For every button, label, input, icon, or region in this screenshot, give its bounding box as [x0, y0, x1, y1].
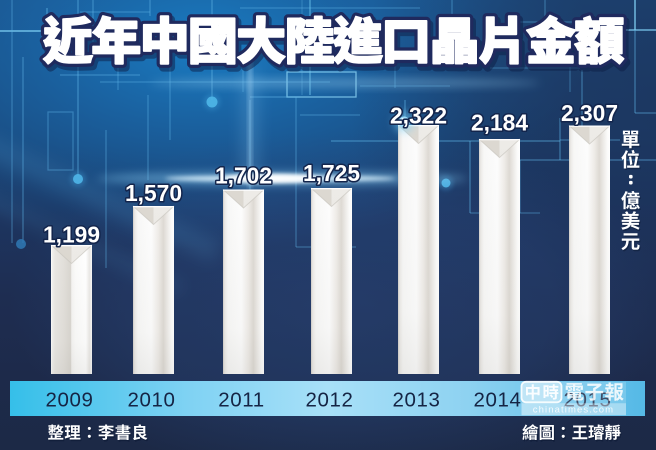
svg-text:2009: 2009	[45, 388, 93, 411]
svg-text:2010: 2010	[127, 388, 175, 411]
svg-text:2,322: 2,322	[390, 103, 447, 129]
svg-text:2,184: 2,184	[471, 110, 528, 136]
svg-text:chinatimes.com: chinatimes.com	[533, 405, 614, 416]
svg-text:1,725: 1,725	[303, 160, 360, 186]
svg-text:1,199: 1,199	[44, 223, 101, 249]
svg-text:2,307: 2,307	[561, 100, 618, 126]
svg-text:1,702: 1,702	[215, 163, 272, 189]
svg-text:1,725: 1,725	[304, 162, 361, 188]
svg-text:1,702: 1,702	[216, 164, 273, 190]
svg-text:2012: 2012	[305, 388, 353, 411]
svg-text:2014: 2014	[473, 388, 521, 411]
svg-text:2,322: 2,322	[391, 104, 448, 130]
svg-text:2013: 2013	[392, 388, 440, 411]
svg-text:2,184: 2,184	[472, 111, 529, 137]
svg-text:2,307: 2,307	[562, 102, 619, 128]
svg-text:1,570: 1,570	[126, 182, 183, 208]
svg-text:1,199: 1,199	[43, 222, 100, 248]
svg-text:2011: 2011	[218, 388, 264, 411]
svg-text:1,570: 1,570	[125, 180, 182, 206]
